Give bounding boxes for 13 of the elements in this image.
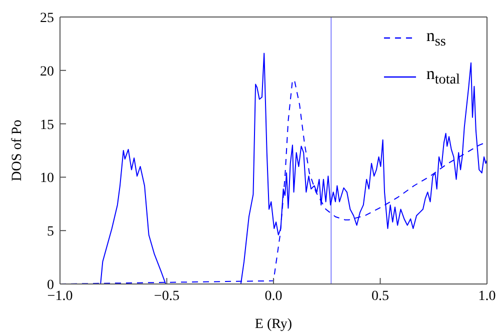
y-tick-label: 10 — [40, 171, 54, 186]
y-axis-title: DOS of Po — [10, 120, 25, 182]
x-tick-label: 0.0 — [264, 288, 282, 304]
y-tick-label: 25 — [40, 10, 54, 26]
legend-label: n$_{total}$ — [426, 64, 460, 89]
x-axis-title: E (Ry) — [254, 317, 292, 332]
legend-label: n$_{ss}$ — [426, 26, 446, 50]
x-tick-label: 1.0 — [478, 288, 496, 304]
x-tick-label: −0.5 — [154, 288, 180, 304]
y-tick-label: 20 — [40, 64, 54, 80]
x-tick-label: 0.5 — [372, 288, 389, 304]
y-tick-label: 15 — [40, 118, 54, 133]
y-tick-label: 5 — [47, 224, 54, 240]
